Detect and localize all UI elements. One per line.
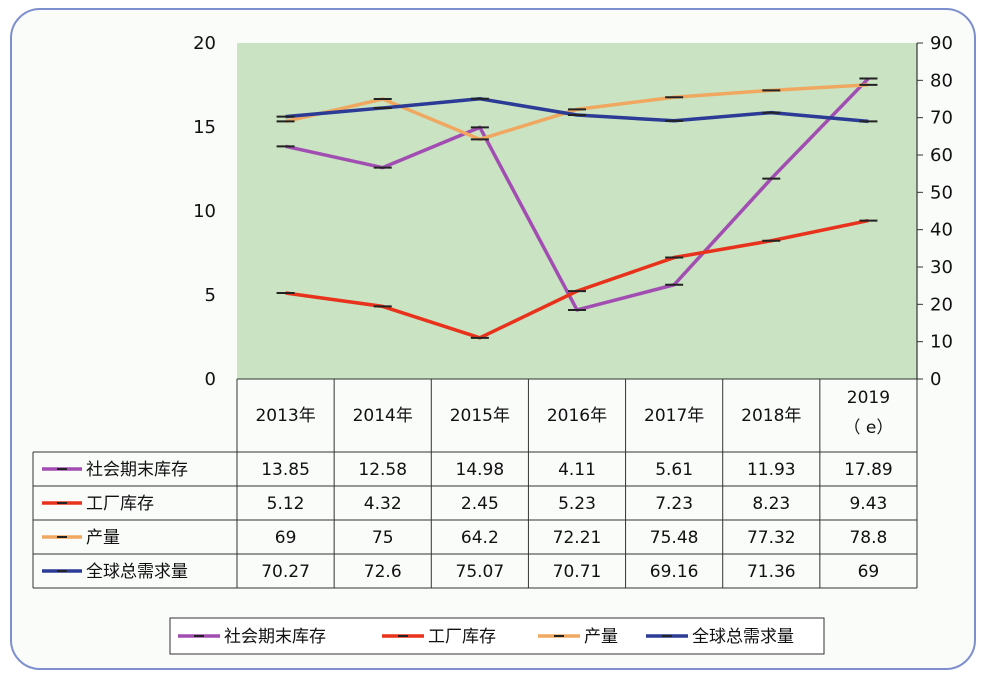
category-label: 2013年 bbox=[255, 406, 315, 426]
data-value-label: 70.27 bbox=[261, 562, 310, 582]
y-right-tick-label: 20 bbox=[930, 294, 953, 315]
category-label: 2015年 bbox=[450, 406, 510, 426]
y-right-tick-label: 0 bbox=[930, 369, 941, 390]
y-right-tick-label: 50 bbox=[930, 182, 953, 203]
data-value-label: 4.32 bbox=[364, 494, 402, 514]
data-value-label: 7.23 bbox=[655, 494, 693, 514]
row-label: 社会期末库存 bbox=[86, 460, 188, 480]
data-value-label: 72.6 bbox=[364, 562, 402, 582]
category-label: 2019 bbox=[847, 388, 890, 408]
category-label: 2014年 bbox=[353, 406, 413, 426]
data-value-label: 72.21 bbox=[553, 528, 602, 548]
data-value-label: 77.32 bbox=[747, 528, 796, 548]
data-value-label: 13.85 bbox=[261, 460, 310, 480]
category-label: 2017年 bbox=[644, 406, 704, 426]
legend-entry-label: 产量 bbox=[584, 627, 618, 647]
data-value-label: 2.45 bbox=[461, 494, 499, 514]
data-value-label: 17.89 bbox=[844, 460, 893, 480]
data-value-label: 70.71 bbox=[553, 562, 602, 582]
legend-box bbox=[169, 617, 825, 655]
data-table: 2013年 2014年 2015年 2016年 2017年 2018年 2019 （ e） 社会… bbox=[42, 388, 893, 582]
data-value-label: 11.93 bbox=[747, 460, 796, 480]
data-value-label: 9.43 bbox=[849, 494, 887, 514]
y-left-tick-label: 5 bbox=[205, 285, 216, 306]
data-value-label: 5.12 bbox=[267, 494, 305, 514]
y-right-tick-label: 60 bbox=[930, 145, 953, 166]
row-label: 产量 bbox=[86, 528, 120, 548]
category-label: 2016年 bbox=[547, 406, 607, 426]
data-value-label: 12.58 bbox=[358, 460, 407, 480]
row-label: 全球总需求量 bbox=[86, 562, 188, 582]
y-left-tick-label: 20 bbox=[193, 33, 216, 54]
legend-entry-label: 工厂库存 bbox=[428, 627, 496, 647]
data-value-label: 69 bbox=[275, 528, 297, 548]
data-value-label: 5.23 bbox=[558, 494, 596, 514]
y-left-tick-label: 0 bbox=[205, 369, 216, 390]
y-right-tick-label: 70 bbox=[930, 108, 953, 129]
y-right-tick-label: 30 bbox=[930, 257, 953, 278]
data-value-label: 4.11 bbox=[558, 460, 596, 480]
data-value-label: 75.07 bbox=[456, 562, 505, 582]
plot-area bbox=[237, 43, 917, 379]
y-left-tick-label: 15 bbox=[193, 117, 216, 138]
legend: 社会期末库存 工厂库存 产量 全球总需求量 bbox=[169, 617, 825, 655]
data-value-label: 5.61 bbox=[655, 460, 693, 480]
y-right-tick-label: 90 bbox=[930, 33, 953, 54]
category-sublabel: （ e） bbox=[843, 418, 893, 438]
y-right-tick-label: 10 bbox=[930, 332, 953, 353]
table-grid bbox=[32, 378, 918, 589]
y-right-tick-label: 40 bbox=[930, 220, 953, 241]
data-value-label: 14.98 bbox=[456, 460, 505, 480]
legend-entry-label: 社会期末库存 bbox=[224, 627, 326, 647]
data-value-label: 75.48 bbox=[650, 528, 699, 548]
data-value-label: 78.8 bbox=[849, 528, 887, 548]
series-lines bbox=[276, 77, 878, 340]
legend-entry-label: 全球总需求量 bbox=[692, 627, 794, 647]
data-value-label: 69 bbox=[858, 562, 880, 582]
row-label: 工厂库存 bbox=[86, 494, 154, 514]
axes: 0 5 10 15 20 0 10 20 30 40 50 60 70 80 90 bbox=[193, 33, 953, 390]
data-value-label: 75 bbox=[372, 528, 394, 548]
y-left-tick-label: 10 bbox=[193, 201, 216, 222]
category-label: 2018年 bbox=[741, 406, 801, 426]
data-value-label: 69.16 bbox=[650, 562, 699, 582]
data-value-label: 8.23 bbox=[752, 494, 790, 514]
data-value-label: 64.2 bbox=[461, 528, 499, 548]
data-value-label: 71.36 bbox=[747, 562, 796, 582]
y-right-tick-label: 80 bbox=[930, 70, 953, 91]
